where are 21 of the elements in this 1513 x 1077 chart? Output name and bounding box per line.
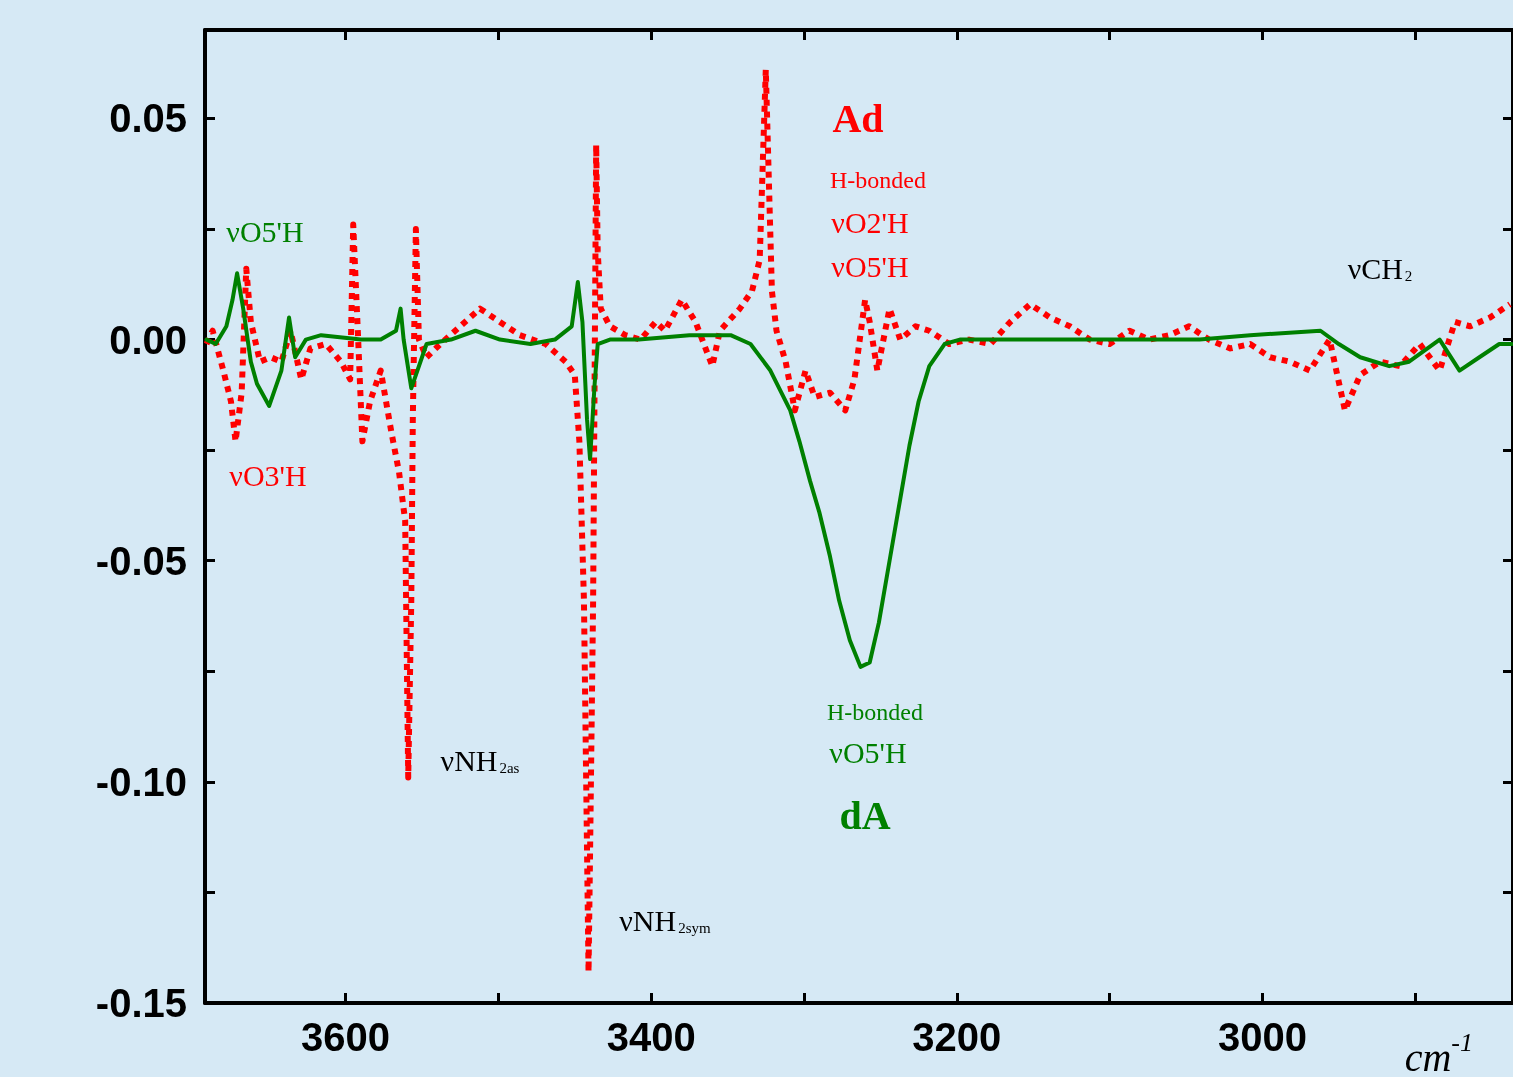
x-tick-label: 3600: [301, 1015, 391, 1059]
y-tick-label: -0.15: [95, 981, 187, 1025]
x-tick-label: 3000: [1217, 1015, 1307, 1059]
y-tick-label: -0.10: [95, 759, 187, 804]
annotation: νO2'H: [831, 205, 909, 239]
annotation: νO5'H: [831, 249, 909, 283]
x-tick-label: 3400: [606, 1015, 696, 1059]
annotation: H-bonded: [827, 699, 923, 725]
y-tick-label: 0.05: [109, 96, 187, 141]
text: dA: [839, 792, 891, 838]
y-tick-label: -0.05: [95, 538, 187, 583]
annotation: νNH2as: [440, 743, 520, 777]
annotation: νO5'H: [829, 735, 907, 769]
annotation: νNH2sym: [619, 903, 712, 937]
annotation: νO3'H: [229, 458, 307, 492]
series-label: Ad: [832, 95, 884, 141]
annotation: H-bonded: [830, 167, 926, 193]
annotation: νO5'H: [226, 214, 304, 248]
x-tick-label: 3200: [912, 1015, 1002, 1059]
y-tick-label: 0.00: [109, 317, 187, 362]
annotation: νCH2: [1347, 251, 1413, 285]
